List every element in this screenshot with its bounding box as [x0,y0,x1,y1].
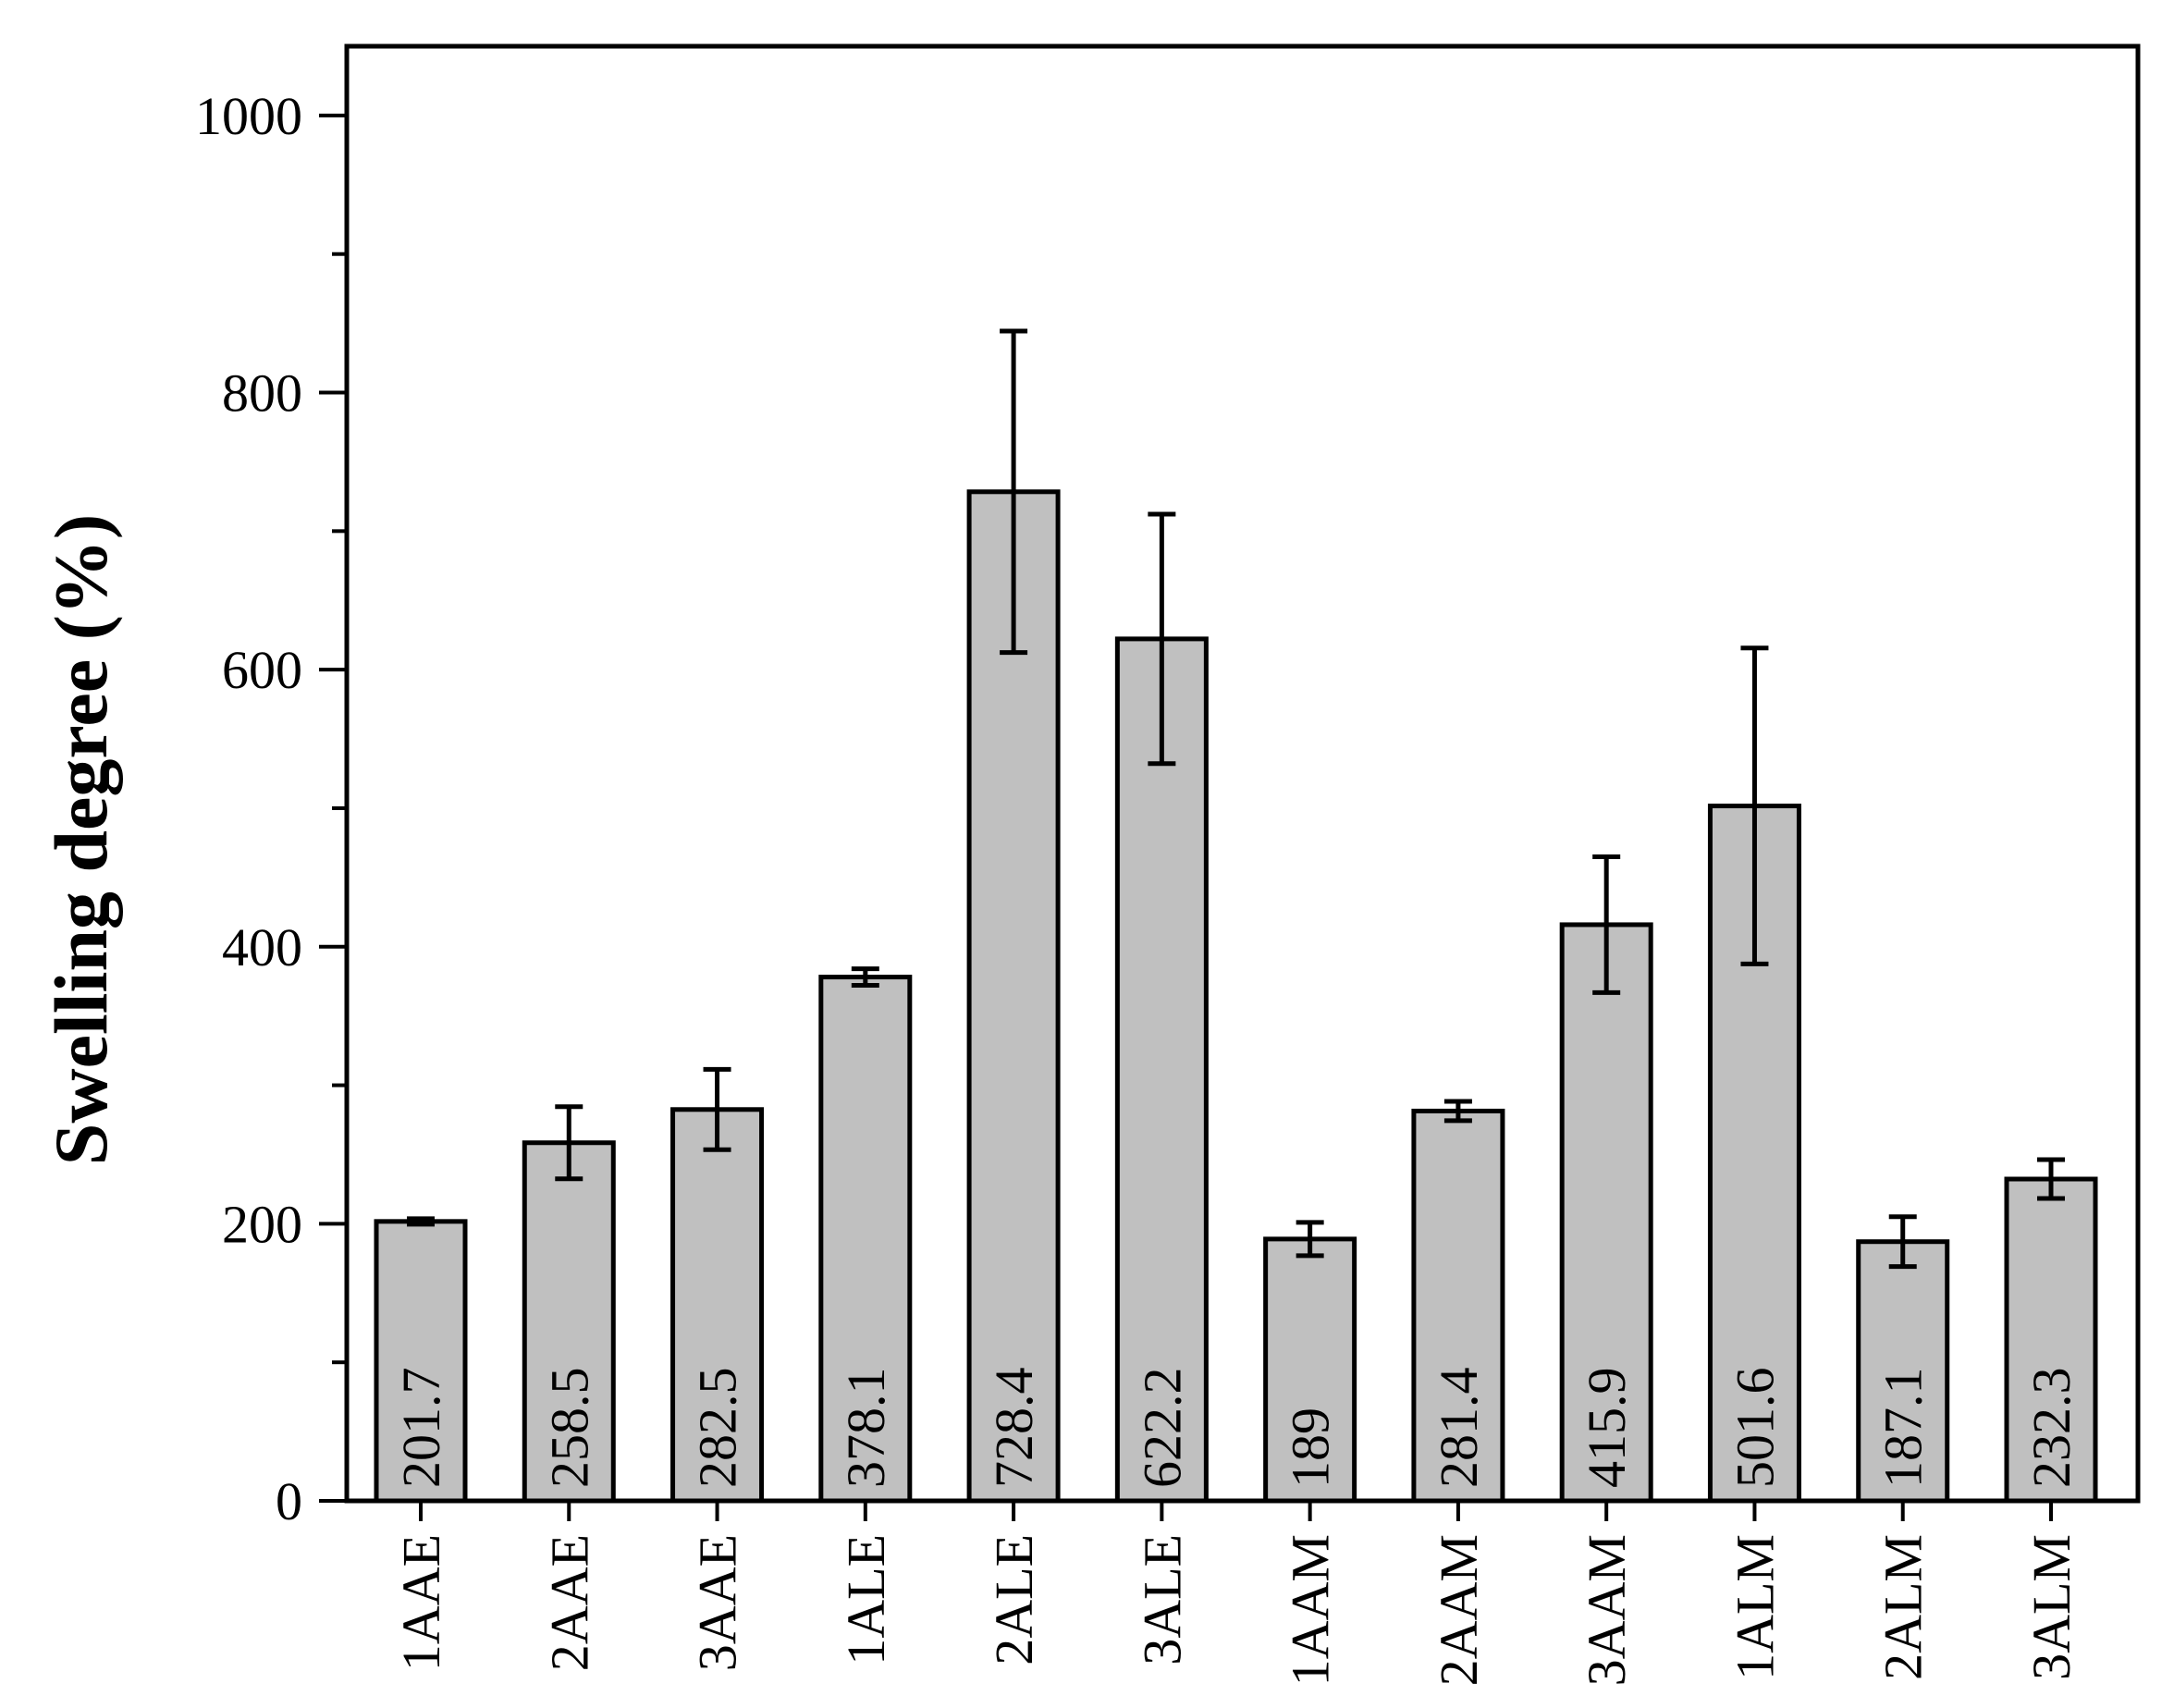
bar [522,1140,616,1504]
y-tick-label: 800 [222,363,302,424]
bar [670,1107,765,1504]
bar-value-label: 201.7 [391,1368,451,1489]
bar-value-label: 282.5 [688,1368,748,1489]
bar-value-label: 258.5 [539,1368,599,1489]
bar-value-label: 232.3 [2021,1368,2082,1489]
bar-value-label: 189 [1281,1407,1341,1488]
y-axis-title: Swelling degree (%) [39,514,123,1166]
x-tick-label: 1ALM [1725,1534,1785,1680]
y-tick-label: 200 [222,1194,302,1254]
y-tick-label: 0 [276,1471,302,1531]
x-tick-label: 3AAE [688,1534,748,1671]
x-tick-label: 2ALE [984,1534,1044,1665]
x-tick-label: 3AAM [1577,1534,1637,1686]
plot-frame [344,43,2141,1504]
bar [1411,1108,1505,1504]
bars: 201.7 258.5 282.5 378.1 728.4 622.2 189 281.4 41… [374,328,2098,1504]
bar-value-label: 501.6 [1725,1368,1785,1489]
bar-value-label: 415.9 [1577,1368,1637,1489]
bar-value-label: 378.1 [836,1368,896,1489]
x-tick-label: 1ALE [836,1534,896,1665]
x-tick-label: 3ALM [2021,1534,2082,1680]
x-tick-label: 2AAE [539,1534,599,1671]
bar-value-label: 622.2 [1132,1368,1192,1489]
bar-value-label: 728.4 [984,1368,1044,1489]
bar-value-label: 281.4 [1429,1368,1489,1489]
y-tick-label: 1000 [195,86,302,146]
x-tick-label: 3ALE [1132,1534,1192,1665]
x-tick-label: 1AAM [1281,1534,1341,1686]
x-tick-label: 1AAE [391,1534,451,1671]
y-tick-label: 400 [222,917,302,977]
bar-value-label: 187.1 [1873,1368,1934,1489]
bar [1114,636,1209,1504]
x-tick-label: 2ALM [1873,1534,1934,1680]
y-axis: 0 200 400 600 800 1000 [195,86,347,1531]
x-axis: 1AAE 2AAE 3AAE 1ALE 2ALE 3ALE 1AAM 2AAM 3AAM 1ALM… [391,1501,2082,1686]
bar [818,975,913,1504]
x-tick-label: 2AAM [1429,1534,1489,1686]
y-tick-label: 600 [222,640,302,700]
bar [2004,1176,2098,1504]
bar [1559,922,1653,1504]
